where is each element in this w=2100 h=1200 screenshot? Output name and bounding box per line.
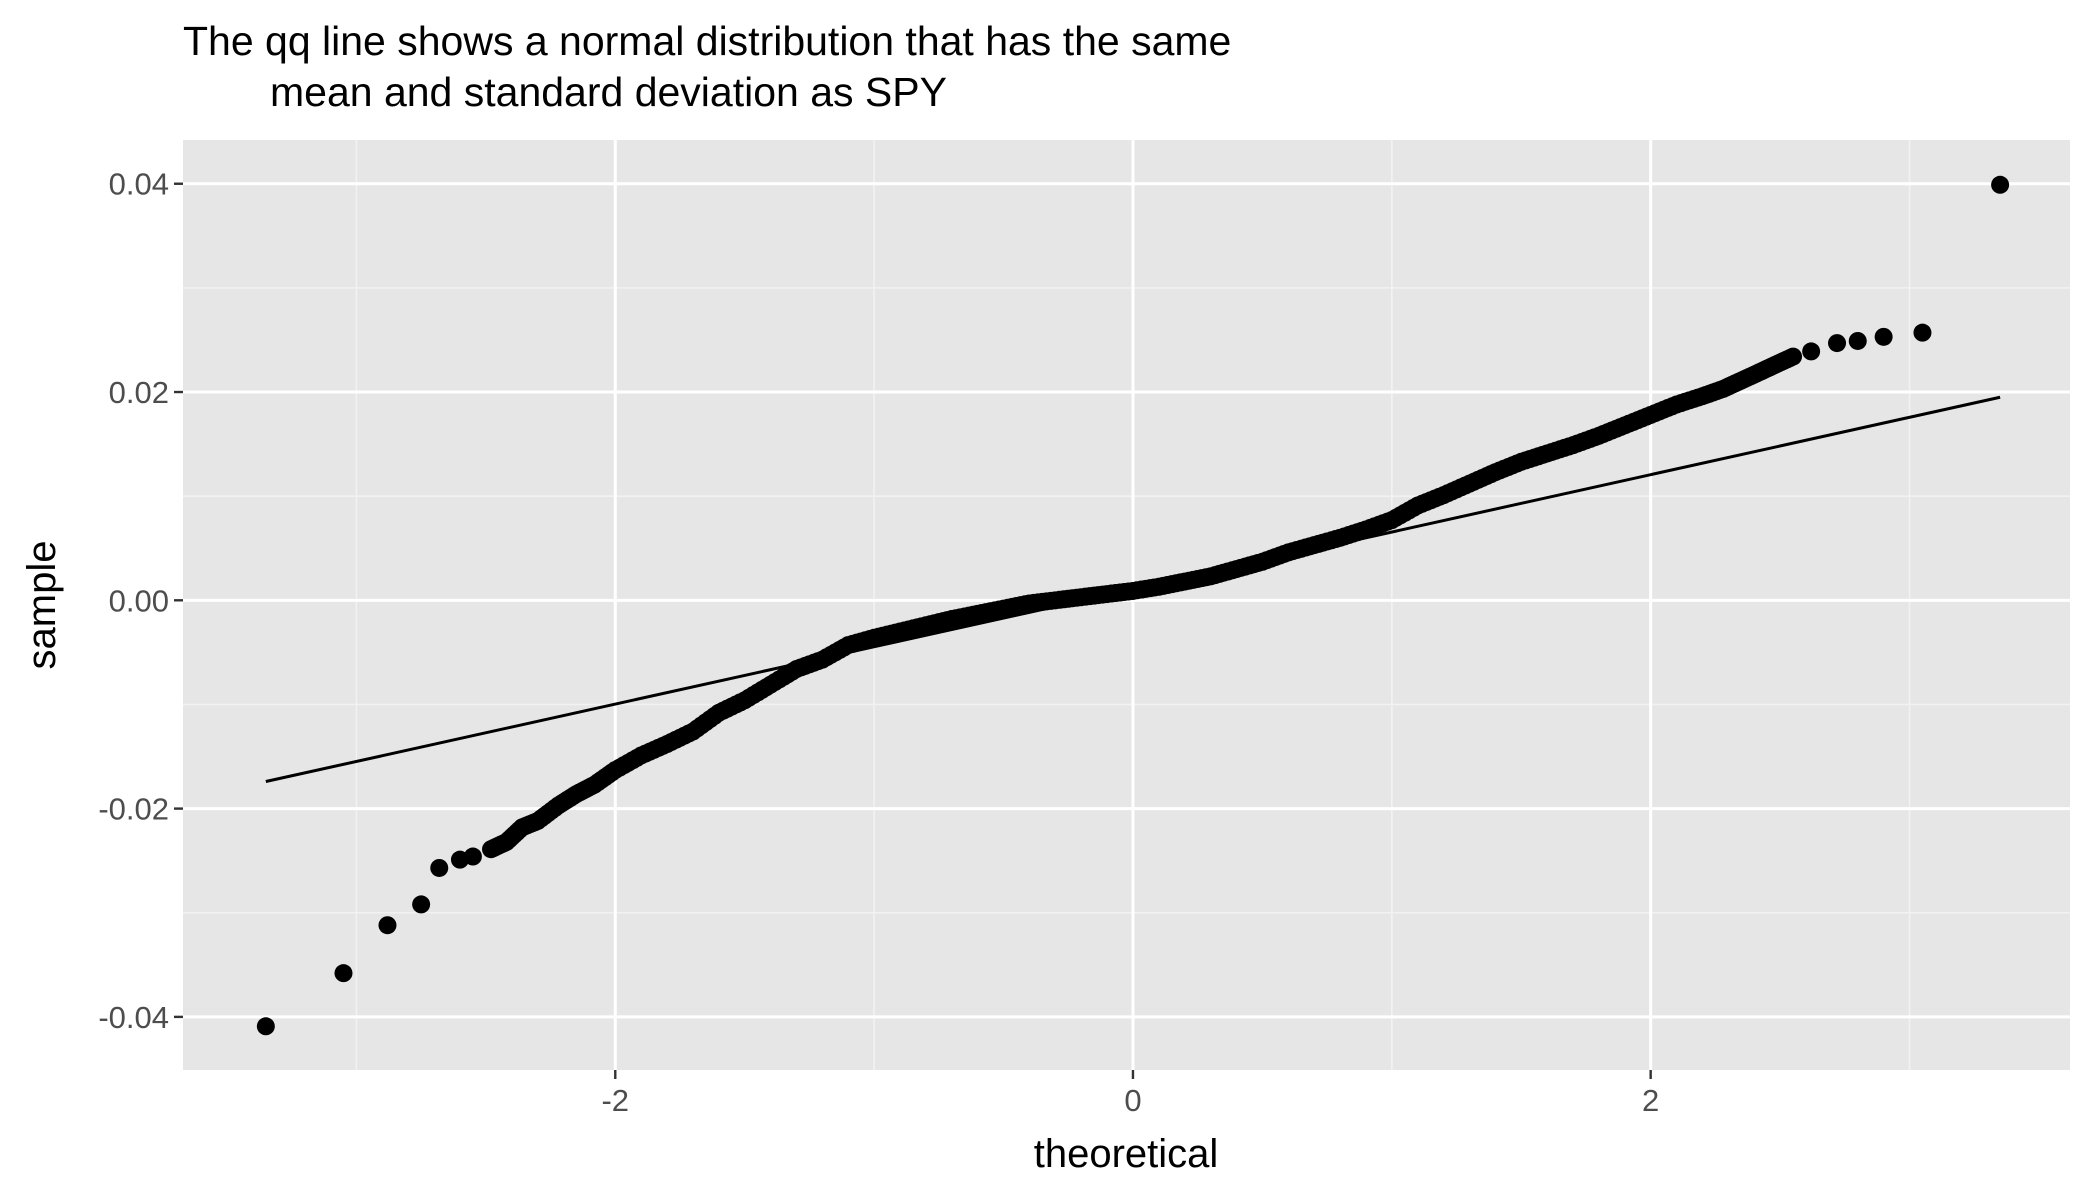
- sample-point: [430, 858, 449, 877]
- minor-gridlines: [183, 140, 2070, 1070]
- sample-point: [412, 895, 431, 914]
- chart-title-line-2: mean and standard deviation as SPY: [270, 69, 947, 115]
- y-tick-label: 0.04: [109, 167, 169, 202]
- sample-point: [1913, 323, 1932, 342]
- sample-point: [1828, 334, 1847, 353]
- x-tick-label: 2: [1642, 1083, 1659, 1118]
- sample-point: [334, 964, 353, 983]
- chart-title-line-1: The qq line shows a normal distribution …: [183, 18, 1231, 64]
- plot-background: [183, 140, 2070, 1070]
- x-tick-label: 0: [1124, 1083, 1141, 1118]
- sample-point: [463, 847, 482, 866]
- y-tick-label: 0.00: [109, 583, 169, 618]
- sample-point: [256, 1017, 275, 1036]
- y-tick-label: -0.02: [98, 792, 169, 827]
- x-axis: -2 0 2: [601, 1070, 1659, 1118]
- y-tick-label: -0.04: [98, 1000, 169, 1035]
- y-tick-label: 0.02: [109, 375, 169, 410]
- sample-point: [378, 916, 397, 935]
- sample-point: [1991, 175, 2010, 194]
- plot-panel: [183, 140, 2070, 1070]
- sample-point: [1802, 342, 1821, 361]
- sample-point: [1874, 327, 1893, 346]
- sample-point: [1784, 347, 1803, 366]
- qq-line: [265, 395, 2001, 783]
- sample-point: [1848, 331, 1867, 350]
- y-axis: -0.04 -0.02 0.00 0.02 0.04: [98, 167, 183, 1035]
- y-axis-title: sample: [20, 541, 64, 670]
- x-tick-label: -2: [601, 1083, 629, 1118]
- x-axis-title: theoretical: [1034, 1132, 1219, 1176]
